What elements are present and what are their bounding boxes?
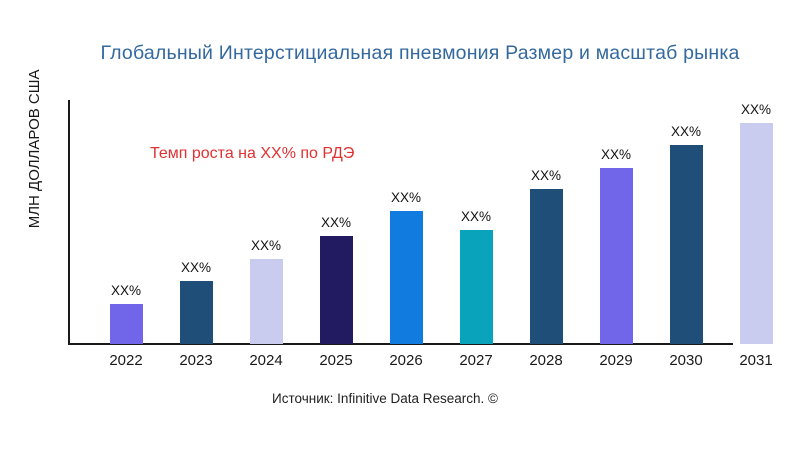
x-tick-label-2031: 2031 (739, 352, 773, 369)
x-tick-label-2029: 2029 (599, 352, 633, 369)
bar-2027 (459, 230, 493, 344)
source-text: Источник: Infinitive Data Research. © (272, 391, 498, 406)
x-tick-label-2028: 2028 (529, 352, 563, 369)
x-tick-label-2024: 2024 (249, 352, 283, 369)
y-axis-line (68, 100, 70, 344)
x-tick-label-2022: 2022 (109, 352, 143, 369)
bar-2026 (389, 211, 423, 344)
chart-title: Глобальный Интерстициальная пневмония Ра… (100, 42, 740, 64)
bar-2028 (529, 189, 563, 344)
bar-2024 (249, 259, 283, 344)
bar-value-label-2028: XX% (530, 168, 561, 183)
bar-value-label-2025: XX% (320, 215, 351, 230)
bar-2029 (599, 168, 633, 344)
y-axis-label: МЛН ДОЛЛАРОВ США (26, 69, 43, 229)
bar-value-label-2030: XX% (670, 124, 701, 139)
bar-value-label-2031: XX% (740, 102, 771, 117)
bar-value-label-2029: XX% (600, 147, 631, 162)
bar-2025 (319, 236, 353, 344)
bar-value-label-2023: XX% (180, 260, 211, 275)
bar-2023 (179, 281, 213, 344)
x-tick-label-2026: 2026 (389, 352, 423, 369)
bar-value-label-2027: XX% (460, 209, 491, 224)
bar-value-label-2022: XX% (110, 283, 141, 298)
x-tick-label-2030: 2030 (669, 352, 703, 369)
x-tick-label-2025: 2025 (319, 352, 353, 369)
bar-2031 (739, 123, 773, 344)
x-tick-label-2027: 2027 (459, 352, 493, 369)
growth-rate-annotation: Темп роста на XX% по РДЭ (150, 145, 355, 162)
bar-value-label-2026: XX% (390, 190, 421, 205)
bar-2022 (109, 304, 143, 344)
bar-2030 (669, 145, 703, 344)
x-tick-label-2023: 2023 (179, 352, 213, 369)
bar-value-label-2024: XX% (250, 238, 281, 253)
